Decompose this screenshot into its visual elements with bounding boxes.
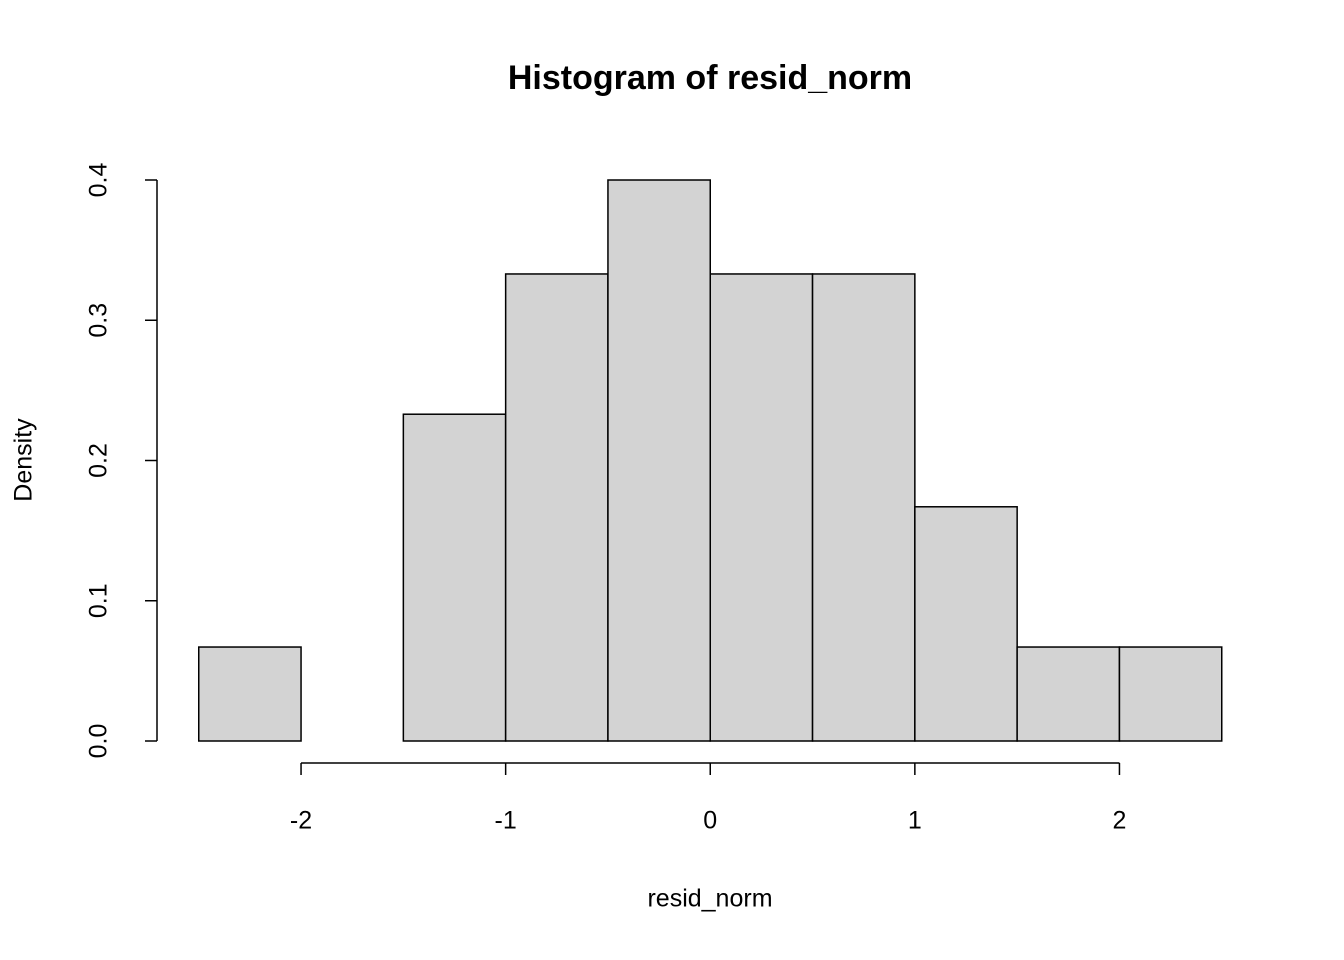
bar xyxy=(198,646,302,742)
y-tick-label: 0.2 xyxy=(85,443,113,478)
x-tick-label: 0 xyxy=(703,807,717,835)
x-axis-label: resid_norm xyxy=(647,885,772,913)
bar xyxy=(811,273,916,742)
chart-title: Histogram of resid_norm xyxy=(508,59,912,97)
y-tick-label: 0.0 xyxy=(85,724,113,759)
bar xyxy=(1118,646,1223,742)
bar xyxy=(709,273,814,742)
y-tick-label: 0.1 xyxy=(85,583,113,618)
bar xyxy=(402,413,507,742)
y-tick-label: 0.3 xyxy=(85,303,113,338)
bar xyxy=(504,273,609,742)
x-tick-label: -1 xyxy=(495,807,517,835)
y-axis-label: Density xyxy=(10,418,38,502)
x-tick-label: -2 xyxy=(290,807,312,835)
bar xyxy=(914,506,1018,742)
bar xyxy=(607,179,712,742)
x-tick-label: 1 xyxy=(908,807,922,835)
y-tick-label: 0.4 xyxy=(85,163,113,198)
x-tick-label: 2 xyxy=(1112,807,1126,835)
bar xyxy=(1016,646,1121,742)
